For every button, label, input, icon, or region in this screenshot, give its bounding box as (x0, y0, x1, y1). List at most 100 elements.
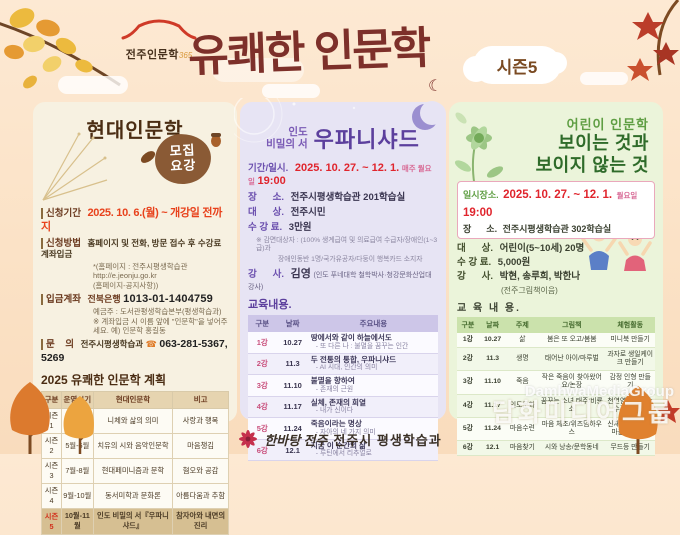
column-header: 주제 (506, 316, 539, 333)
right-target-row: 대 상. 어린이(5~10세) 20명 (457, 243, 585, 255)
table-cell: 현대페미니즘과 문학 (92, 457, 174, 484)
jeonju-humanities-logo: 전주인문학365 (116, 18, 202, 63)
table-cell: 작은 죽음이 찾아왔어요/논장 (538, 370, 606, 395)
table-cell: 마음 체조/위즈덤하우스 (538, 417, 606, 442)
apply-period-row: 신청기간 2025. 10. 6.(월) ~ 개강일 전까지 (41, 207, 229, 235)
apply-method-note2: (홈페이지-공지사항)) (93, 280, 159, 290)
middle-date: 2025. 10. 27. ~ 12. 1. (294, 162, 400, 174)
cloud-icon (580, 72, 628, 85)
middle-place: 전주시평생학습관 201학습실 (290, 191, 406, 203)
right-day: 월요일 (616, 191, 638, 201)
right-date: 2025. 10. 27. ~ 12. 1. (503, 189, 613, 202)
table-cell: 시즌 3 (41, 457, 62, 484)
table-cell: 5강 (457, 417, 479, 442)
contact-label: 문 의 (41, 339, 75, 351)
cloud-icon (212, 58, 304, 82)
column-header: 현대인문학 (92, 390, 174, 409)
right-table-header-row: 구분 날짜 주제 그림책 체험활동 (457, 316, 655, 333)
table-cell: 혐오와 공감 (172, 457, 229, 484)
lecture-subtitle: - 또 다른 나 : 불멸을 꿈꾸는 인간 (315, 342, 409, 350)
table-cell: 11.10 (478, 370, 507, 395)
cloud-icon (262, 84, 320, 98)
table-row: 1강 10.27 삶 봄은 또 오고/봄봄 미니북 만들기 (457, 332, 655, 349)
account-label: 입금계좌 (41, 293, 81, 305)
table-cell: 11.24 (478, 417, 507, 442)
right-edu-title: 교 육 내 용. (457, 302, 521, 314)
roof-icon (121, 19, 197, 40)
apply-method-row: 신청방법 홈페이지 및 전화, 방문 접수 후 수강료 계좌입금 *(홈페이지 … (41, 237, 229, 290)
column-header: 그림책 (538, 316, 606, 333)
lecture-subtitle: - 내가 신이다 (315, 407, 354, 415)
right-title-big-2: 보이지 않는 것 (535, 154, 649, 175)
watermark-ko: 담화미디어그룹 (491, 398, 674, 427)
poster-title: 유쾌한 인문학 (187, 23, 431, 82)
table-cell: 아름다움과 추함 (172, 482, 229, 509)
right-target: 어린이(5~10세) 20명 (499, 243, 585, 255)
table-cell: 12.1 (478, 440, 507, 457)
table-cell: 인도 비밀의 서『우파니샤드』 (92, 507, 174, 535)
right-title-small: 어린이 인문학 (566, 117, 649, 132)
table-cell: 마음수련 (506, 417, 539, 442)
contact-row: 문 의 전주시평생학습과 ☎ 063-281-5367, 5269 (41, 338, 229, 364)
column-header: 구분 (41, 390, 62, 409)
table-cell: 생명 (506, 347, 539, 372)
column-header: 구분 (248, 315, 277, 333)
middle-time: 19:00 (257, 175, 286, 188)
table-row: 2강 11.3 두 전통의 통합, 우파니샤드 - AI 시대, 인간의 의미 (248, 353, 438, 376)
column-header: 구분 (457, 316, 479, 333)
column-header: 날짜 (478, 316, 507, 333)
table-cell: 땅에서와 같이 하늘에서도 - 또 다른 나 : 불멸을 꿈꾸는 인간 (308, 332, 438, 354)
footer-org: 전주시 평생학습과 (333, 432, 442, 448)
table-cell: 실체, 존재의 희열 - 내가 신이다 (308, 396, 438, 419)
middle-title-small: 인도 비밀의 서 (266, 125, 308, 150)
bank-name: 전북은행 (87, 293, 121, 304)
lecture-title: 지금 이 순간의 삶 (310, 440, 367, 450)
table-cell: 동서미학과 문화론 (92, 482, 174, 509)
lecture-title: 두 전통의 통합, 우파니샤드 (310, 354, 397, 364)
discount-note-1: ※ 감면대상자 : (100% 생계급여 및 의료급여 수급자/장애인(1~3급… (256, 236, 438, 253)
table-cell: 10.27 (276, 332, 309, 354)
account-number: 1013-01-1404759 (123, 292, 213, 305)
footer: 한바탕 전주 전주시 평생학습과 (0, 424, 680, 454)
maple-leaves-illustration (627, 0, 680, 81)
lecture-subtitle: - AI 시대, 인간의 의미 (315, 364, 378, 372)
panel-upanishad: 인도 비밀의 서 우파니샤드 기간/일시. 2025. 10. 27. ~ 12… (234, 98, 446, 462)
apply-method-note: *(홈페이지 : 전주시평생학습관 http://e.jeonju.go.kr (93, 261, 188, 280)
lecture-title: 불멸을 향하여 (310, 376, 355, 386)
column-header: 체험활동 (605, 316, 655, 333)
table-cell: 10월-11월 (60, 507, 94, 535)
middle-edu-title: 교육내용. (248, 299, 292, 312)
table-cell: 7월-8월 (60, 457, 94, 484)
table-cell: 1강 (248, 332, 277, 354)
city-slogan: 한바탕 전주 (264, 432, 328, 448)
lecture-title: 죽음이라는 명상 (310, 419, 362, 429)
table-cell: 꿈꾸는 소녀 태주/비룡소 (538, 394, 606, 418)
lecture-subtitle: - 존재의 근원 (315, 385, 354, 393)
middle-title-block: 인도 비밀의 서 우파니샤드 (248, 122, 438, 154)
account-holder: 예금주 : 도서관평생학습본부(평생학습과) (93, 307, 222, 317)
table-cell: 11.3 (276, 353, 309, 376)
table-cell: 죽음 (506, 370, 539, 395)
apply-method-label: 신청방법 (41, 237, 81, 249)
table-row: 시즌5 10월-11월 인도 비밀의 서『우파니샤드』 참자아와 내면의 진리 (41, 507, 229, 535)
column-header: 날짜 (276, 315, 309, 333)
table-cell: 1강 (457, 332, 479, 349)
middle-title-big: 우파니샤드 (313, 127, 420, 152)
right-datebox: 일시장소. 2025. 10. 27. ~ 12. 1. 월요일 19:00 장… (457, 181, 655, 240)
table-cell: 봄은 또 오고/봄봄 (538, 332, 606, 349)
table-row: 2강 11.3 생명 태어난 아이/마루벌 과자로 생일케이크 만들기 (457, 347, 655, 372)
logo-365: 365 (178, 51, 193, 60)
discount-note-2: 장애인동반 1명/국가유공자/다둥이 행복카드 소지자 (278, 255, 423, 263)
teacher-name: 김영 (290, 267, 311, 280)
account-row: 입금계좌 전북은행 1013-01-1404759 예금주 : 도서관평생학습본… (41, 292, 229, 335)
table-cell: 11.10 (276, 374, 309, 397)
table-cell: 9월-10월 (60, 482, 94, 509)
table-row: 4강 11.17 실체, 존재의 희열 - 내가 신이다 (248, 396, 438, 419)
middle-target-row: 대 상. 전주시민 (248, 206, 326, 218)
table-cell: 6강 (457, 440, 479, 457)
right-teacher-org: (전주그림책이음) (501, 285, 558, 295)
crescent-moon-icon: ☾ (428, 78, 443, 95)
middle-teacher-row: 강 사. 김영 (인도 푸네대학 철학박사·청강문화산업대 강사) (248, 267, 432, 291)
lecture-title: 땅에서와 같이 하늘에서도 (310, 333, 392, 343)
table-cell: 시즌 2 (41, 432, 62, 459)
